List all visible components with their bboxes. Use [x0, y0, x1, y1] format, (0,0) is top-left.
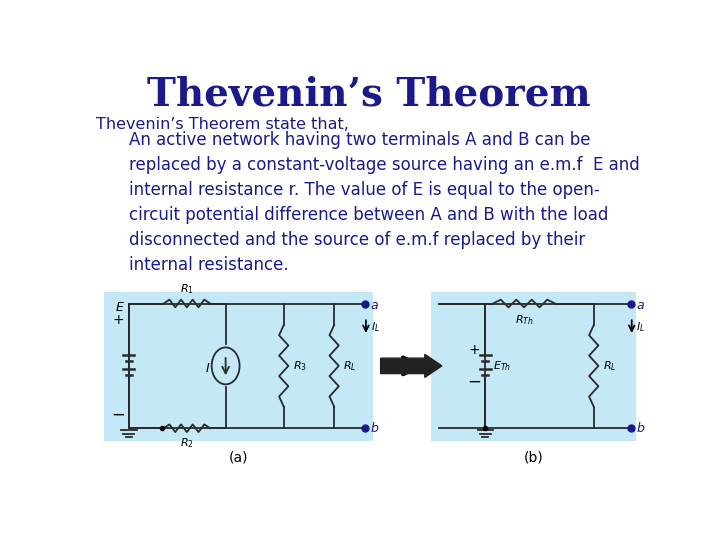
- Text: $I_L$: $I_L$: [371, 320, 379, 334]
- Text: $R_3$: $R_3$: [293, 359, 307, 373]
- Text: $R_1$: $R_1$: [180, 282, 194, 296]
- Bar: [431, 292, 636, 441]
- Text: An active network having two terminals A and B can be
replaced by a constant-vol: An active network having two terminals A…: [129, 131, 639, 274]
- Text: $a$: $a$: [636, 299, 644, 312]
- Text: $R_L$: $R_L$: [343, 359, 357, 373]
- Text: +: +: [112, 313, 124, 327]
- Text: −: −: [467, 372, 482, 390]
- Text: (b): (b): [524, 450, 544, 464]
- Text: $a$: $a$: [370, 299, 379, 312]
- Text: $R_{Th}$: $R_{Th}$: [515, 313, 534, 327]
- Bar: [104, 292, 373, 441]
- Text: (a): (a): [229, 450, 248, 464]
- Text: $I$: $I$: [204, 362, 210, 375]
- Text: $E_{Th}$: $E_{Th}$: [493, 359, 511, 373]
- Text: $I_L$: $I_L$: [636, 320, 646, 334]
- Text: $R_2$: $R_2$: [180, 436, 194, 450]
- Text: $R_L$: $R_L$: [603, 359, 616, 373]
- Text: E: E: [115, 301, 123, 314]
- Text: Thevenin’s Theorem: Thevenin’s Theorem: [147, 75, 591, 113]
- FancyArrow shape: [381, 354, 442, 377]
- Text: +: +: [469, 343, 480, 357]
- Text: −: −: [111, 406, 125, 423]
- Text: $b$: $b$: [370, 421, 379, 435]
- Text: $b$: $b$: [636, 421, 645, 435]
- Text: Thevenin’s Theorem state that,: Thevenin’s Theorem state that,: [96, 117, 349, 132]
